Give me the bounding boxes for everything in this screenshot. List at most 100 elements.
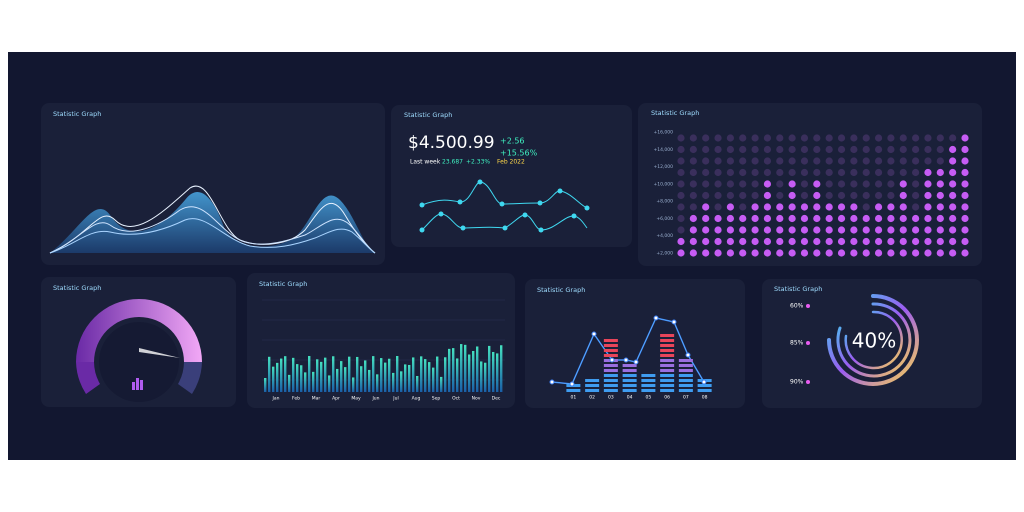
dot	[924, 191, 932, 200]
dot	[924, 237, 932, 246]
bar-decor	[622, 369, 637, 372]
dot	[788, 237, 796, 246]
dot	[887, 157, 895, 165]
dot	[800, 249, 809, 257]
panel	[525, 279, 745, 408]
dot	[800, 226, 809, 234]
x-tick-label: Oct	[452, 396, 460, 402]
dot	[726, 191, 734, 200]
wave-line	[49, 185, 376, 254]
dot	[714, 145, 722, 154]
panel-title: Statistic Graph	[259, 280, 307, 288]
dot-column	[739, 134, 747, 257]
x-tick-label: May	[351, 396, 361, 402]
dot	[936, 157, 944, 165]
dot	[949, 214, 957, 223]
dot	[949, 145, 957, 154]
dot	[936, 191, 944, 200]
dot	[924, 157, 932, 165]
dot	[825, 191, 833, 200]
dot	[924, 226, 932, 234]
dot	[677, 145, 685, 154]
dot	[702, 157, 710, 165]
x-tick-label: 02	[589, 395, 595, 401]
x-tick-label: 08	[702, 395, 708, 401]
dot	[837, 226, 846, 234]
dot	[850, 214, 858, 223]
y-tick-label: +2,000	[656, 251, 673, 257]
dot	[899, 237, 907, 246]
wave-area	[50, 191, 375, 253]
dot	[689, 180, 697, 188]
bar-decor	[622, 389, 637, 392]
dot	[739, 145, 747, 154]
dot	[862, 191, 870, 200]
x-tick-label: 05	[646, 395, 652, 401]
bar-decor	[452, 348, 455, 392]
bar-decor	[372, 356, 375, 392]
panel-title: Statistic Graph	[53, 284, 101, 292]
bar-decor	[603, 354, 618, 357]
dot	[739, 237, 747, 246]
x-tick-label: Mar	[312, 396, 321, 402]
bar-decor	[336, 368, 339, 392]
dot	[689, 157, 697, 165]
dot-column	[825, 134, 833, 257]
dot	[837, 214, 846, 223]
dot	[899, 226, 907, 234]
dot	[714, 168, 722, 177]
dot	[726, 168, 734, 177]
bar-decor	[622, 379, 637, 382]
bar-decor	[660, 359, 675, 362]
x-tick-label: Jan	[272, 396, 280, 402]
dot	[887, 168, 895, 177]
dot	[714, 203, 722, 211]
dot	[850, 168, 858, 177]
dot	[714, 214, 722, 223]
dot	[702, 145, 710, 154]
dot	[739, 180, 747, 188]
bar-decor	[300, 365, 303, 392]
dot	[899, 157, 907, 165]
bar-decor	[328, 375, 331, 392]
dot	[813, 168, 821, 177]
dot	[961, 226, 969, 234]
dot	[751, 237, 759, 246]
dot-column	[961, 134, 969, 257]
dot	[677, 226, 685, 234]
dot	[924, 134, 932, 142]
bar-decor	[320, 361, 323, 392]
dot	[739, 226, 747, 234]
dot	[702, 203, 710, 211]
point-decor	[549, 379, 555, 385]
bar-decor	[641, 389, 656, 392]
x-tick-label: Sep	[432, 396, 441, 402]
bar-decor	[603, 384, 618, 387]
dot	[726, 145, 734, 154]
dot	[702, 226, 710, 234]
dot	[862, 226, 870, 234]
bar-decor	[376, 374, 379, 392]
bar-decor	[660, 354, 675, 357]
point-decor	[623, 357, 629, 363]
dot	[874, 203, 883, 211]
dot	[739, 134, 747, 142]
dot	[689, 203, 697, 211]
panel-title: Statistic Graph	[404, 111, 452, 119]
bar-decor	[456, 358, 459, 392]
dot	[788, 157, 796, 165]
bar-decor	[641, 374, 656, 377]
bar-decor	[603, 389, 618, 392]
bar-decor	[678, 364, 693, 367]
point-decor	[653, 315, 659, 321]
change: +2.56	[500, 137, 525, 146]
dot	[751, 168, 759, 177]
dot	[850, 134, 858, 142]
dot	[726, 180, 734, 188]
dot	[936, 249, 944, 257]
dot	[726, 157, 734, 165]
dot	[862, 145, 870, 154]
dot	[837, 157, 846, 165]
dot	[912, 237, 920, 246]
